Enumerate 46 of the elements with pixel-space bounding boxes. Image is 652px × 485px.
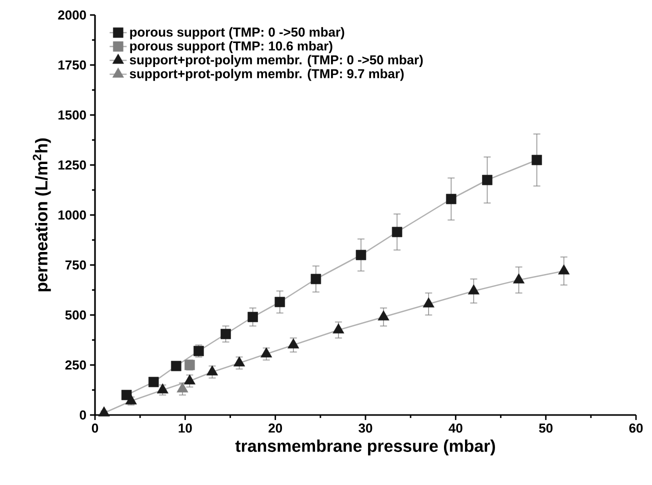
point: [288, 338, 300, 348]
y-tick-label: 1250: [58, 160, 86, 170]
legend-label: porous support (TMP: 10.6 mbar): [130, 41, 332, 54]
point: [558, 264, 570, 274]
point: [206, 365, 218, 376]
point: [378, 310, 390, 320]
point: [234, 356, 246, 366]
legend-label: porous support (TMP: 0 ->50 mbar): [130, 27, 344, 40]
point: [248, 312, 258, 322]
y-tick-label: 750: [65, 260, 86, 270]
point: [392, 226, 402, 238]
point: [532, 154, 542, 166]
legend-label: support+prot-polym membr. (TMP: 9.7 mbar): [130, 68, 404, 81]
x-tick-label: 30: [358, 424, 372, 433]
x-tick-label: 0: [92, 424, 98, 433]
x-axis-title: transmembrane pressure (mbar): [235, 440, 495, 456]
point: [468, 284, 480, 294]
point: [446, 194, 456, 204]
legend-label: support+prot-polym membr. (TMP: 0 ->50 mbar): [130, 54, 423, 67]
x-tick-label: 50: [539, 424, 553, 433]
y-axis-title: permeation (L/m$^{2}$h): [32, 138, 51, 292]
y-tick-label: 1500: [58, 110, 86, 120]
y-tick-label: 500: [65, 310, 86, 320]
point: [356, 250, 366, 260]
point: [310, 274, 322, 284]
point: [184, 374, 196, 384]
point: [171, 360, 182, 372]
point: [260, 347, 272, 358]
y-tick-label: 250: [65, 360, 86, 370]
x-tick-label: 20: [268, 424, 282, 433]
point: [98, 406, 110, 416]
y-tick-label: 0: [80, 410, 86, 420]
point: [274, 296, 285, 308]
x-tick-label: 60: [629, 424, 643, 433]
x-tick-label: 10: [178, 424, 192, 433]
point: [125, 394, 137, 404]
y-tick-label: 1750: [58, 60, 86, 70]
x-tick-label: 40: [448, 424, 462, 433]
point: [482, 174, 492, 186]
point: [220, 328, 231, 340]
y-tick-label: 1000: [58, 210, 86, 220]
point: [513, 273, 525, 284]
point: [148, 376, 159, 388]
point: [176, 382, 188, 392]
point: [422, 297, 434, 308]
y-tick-label: 2000: [58, 10, 86, 20]
